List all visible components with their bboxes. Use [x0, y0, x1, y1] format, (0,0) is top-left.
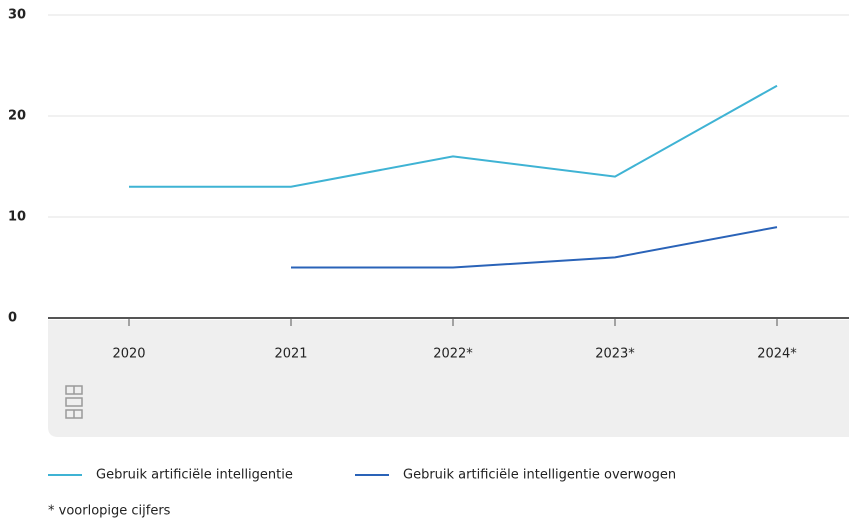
x-tick-label: 2021: [274, 347, 307, 362]
y-tick-label: 10: [8, 210, 26, 225]
axis-band: [48, 320, 849, 437]
x-tick-label: 2020: [112, 347, 145, 362]
x-tick-label: 2023*: [595, 347, 635, 362]
footnote: * voorlopige cijfers: [48, 504, 171, 519]
x-tick-label: 2022*: [433, 347, 473, 362]
y-tick-label: 0: [8, 311, 17, 326]
legend-label: Gebruik artificiële intelligentie overwo…: [403, 468, 676, 483]
series-line: [291, 226, 778, 269]
legend-label: Gebruik artificiële intelligentie: [96, 468, 293, 483]
y-tick-label: 30: [8, 8, 26, 23]
series-line: [129, 84, 778, 188]
x-tick-label: 2024*: [757, 347, 797, 362]
logo: [65, 385, 83, 419]
y-tick-label: 20: [8, 109, 26, 124]
